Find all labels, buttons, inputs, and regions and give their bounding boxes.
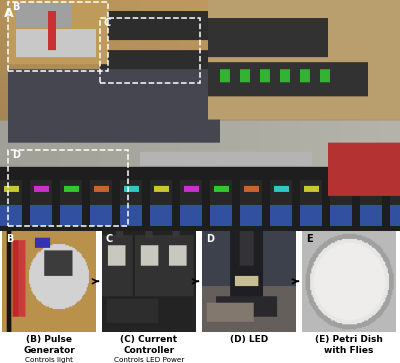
Text: C: C xyxy=(104,19,111,28)
Text: (E) Petri Dish: (E) Petri Dish xyxy=(315,335,383,344)
Text: B: B xyxy=(12,2,19,12)
Bar xyxy=(100,19,200,83)
Text: Controller: Controller xyxy=(124,346,174,355)
Text: (D) LED: (D) LED xyxy=(230,335,268,344)
Text: B: B xyxy=(6,233,13,244)
Text: with Flies: with Flies xyxy=(324,346,374,355)
Text: E: E xyxy=(306,233,312,244)
Text: D: D xyxy=(206,233,214,244)
Bar xyxy=(8,2,108,72)
Text: D: D xyxy=(12,150,20,160)
Text: Controls light: Controls light xyxy=(25,357,73,363)
Text: A: A xyxy=(4,7,14,20)
Bar xyxy=(8,150,128,226)
Text: Controls LED Power: Controls LED Power xyxy=(114,357,184,363)
Text: C: C xyxy=(106,233,113,244)
Text: Generator: Generator xyxy=(23,346,75,355)
Text: (B) Pulse: (B) Pulse xyxy=(26,335,72,344)
Text: (C) Current: (C) Current xyxy=(120,335,178,344)
